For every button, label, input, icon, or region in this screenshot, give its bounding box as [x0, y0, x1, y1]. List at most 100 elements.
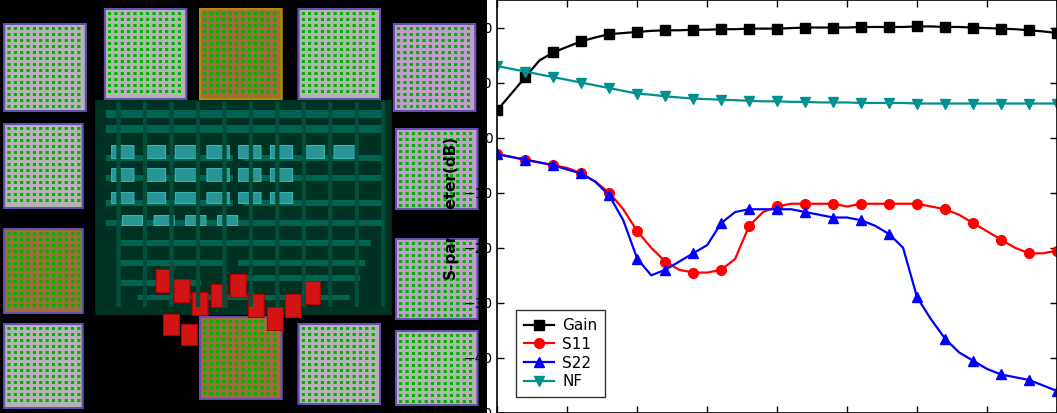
S11 — [673, 267, 686, 272]
NF — [673, 95, 686, 100]
S22 — [799, 209, 812, 214]
Gain — [869, 24, 882, 29]
NF — [589, 83, 601, 88]
S22 — [967, 358, 980, 363]
NF — [602, 85, 615, 90]
S22 — [995, 372, 1007, 377]
Gain — [659, 28, 671, 33]
S22 — [673, 259, 686, 264]
S11 — [687, 270, 700, 275]
NF — [827, 100, 839, 105]
S11 — [533, 160, 545, 165]
Gain — [687, 27, 700, 32]
Legend: Gain, S11, S22, NF: Gain, S11, S22, NF — [516, 310, 605, 397]
S22 — [827, 215, 839, 220]
S11 — [995, 237, 1007, 242]
Gain — [967, 25, 980, 30]
S11 — [729, 256, 742, 261]
Gain — [561, 44, 574, 49]
Gain — [1037, 29, 1050, 34]
Gain — [492, 108, 504, 113]
Gain — [896, 24, 909, 29]
Gain — [505, 91, 518, 96]
S11 — [883, 201, 895, 206]
NF — [659, 94, 671, 99]
NF — [911, 101, 924, 106]
NF — [967, 101, 980, 106]
S22 — [813, 212, 826, 217]
NF — [561, 77, 574, 82]
NF — [1051, 101, 1057, 106]
NF — [896, 100, 909, 105]
Gain — [519, 75, 532, 80]
S22 — [505, 154, 518, 159]
S22 — [855, 218, 868, 223]
NF — [785, 100, 798, 104]
S22 — [911, 295, 924, 300]
S22 — [925, 317, 938, 322]
S11 — [896, 201, 909, 206]
NF — [757, 99, 769, 104]
Gain — [1023, 28, 1036, 33]
S22 — [1037, 383, 1050, 388]
Gain — [602, 32, 615, 37]
S11 — [855, 201, 868, 206]
S11 — [813, 201, 826, 206]
S11 — [952, 212, 965, 217]
S22 — [1008, 375, 1021, 380]
Gain — [799, 25, 812, 30]
S11 — [1008, 245, 1021, 250]
Gain — [715, 27, 727, 32]
NF — [701, 97, 713, 102]
NF — [729, 98, 742, 103]
Line: NF: NF — [493, 61, 1057, 108]
S22 — [785, 207, 798, 212]
NF — [575, 80, 588, 85]
S11 — [869, 201, 882, 206]
S11 — [701, 270, 713, 275]
S22 — [575, 171, 588, 176]
S11 — [925, 204, 938, 209]
Gain — [757, 26, 769, 31]
S11 — [771, 204, 783, 209]
S11 — [492, 152, 504, 157]
S22 — [771, 207, 783, 212]
S22 — [519, 157, 532, 162]
NF — [533, 72, 545, 77]
Gain — [701, 27, 713, 32]
S22 — [896, 245, 909, 250]
Gain — [855, 24, 868, 29]
NF — [981, 101, 994, 106]
S22 — [840, 215, 853, 220]
NF — [813, 100, 826, 105]
S22 — [743, 207, 756, 212]
S22 — [687, 251, 700, 256]
Gain — [952, 24, 965, 29]
Gain — [533, 58, 545, 63]
NF — [855, 100, 868, 105]
Y-axis label: S-parameter(dB): S-parameter(dB) — [443, 135, 458, 278]
Line: S11: S11 — [493, 150, 1057, 278]
Gain — [673, 28, 686, 33]
S22 — [546, 163, 559, 168]
S22 — [602, 193, 615, 198]
S11 — [561, 166, 574, 171]
Gain — [771, 26, 783, 31]
NF — [869, 100, 882, 105]
S11 — [589, 179, 601, 184]
S11 — [757, 209, 769, 214]
S11 — [1051, 248, 1057, 253]
NF — [1008, 101, 1021, 106]
Gain — [589, 35, 601, 40]
S11 — [617, 207, 630, 212]
NF — [925, 101, 938, 106]
S11 — [840, 204, 853, 209]
Gain — [617, 31, 630, 36]
S11 — [575, 171, 588, 176]
S11 — [505, 154, 518, 159]
S11 — [981, 229, 994, 234]
Gain — [911, 24, 924, 29]
S11 — [659, 259, 671, 264]
S22 — [939, 336, 951, 341]
Gain — [925, 24, 938, 29]
